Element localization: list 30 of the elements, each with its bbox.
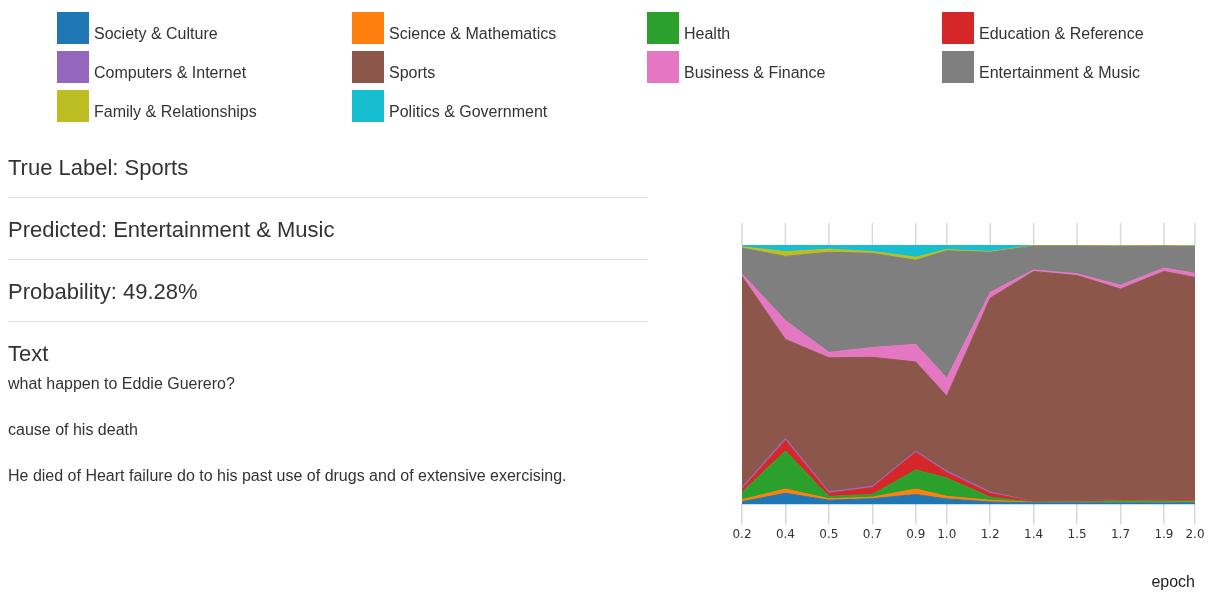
text: Predicted: Entertainment & Music [8,212,648,260]
legend-label: Business & Finance [684,64,826,82]
legend-label: Sports [389,64,436,82]
text: cause of his death [8,420,139,440]
x-tick-label: 0.9 [906,526,926,541]
legend-label: Society & Culture [94,25,218,43]
x-tick-label: 1.7 [1110,526,1131,541]
text: True Label: Sports [8,150,648,198]
text: what happen to Eddie Guerero? [8,374,236,394]
x-tick-label: 1.2 [980,526,1000,541]
x-tick-label: 1.4 [1024,526,1044,541]
legend-label: Entertainment & Music [979,64,1140,82]
legend-label: Education & Reference [979,25,1144,43]
x-tick-label: 0.4 [775,526,795,541]
legend-label: Computers & Internet [94,64,247,82]
x-axis-title: epoch [1151,572,1195,590]
x-tick-label: 1.9 [1154,526,1174,541]
x-tick-label: 0.2 [732,526,752,541]
legend-label: Science & Mathematics [389,25,557,43]
legend-label: Health [684,25,731,43]
x-tick-label: 1.0 [937,526,957,541]
text: Probability: 49.28% [8,274,648,322]
legend-label: Politics & Government [389,103,548,121]
legend-label: Family & Relationships [94,103,257,121]
text: Text [8,340,50,368]
x-tick-label: 0.7 [862,526,882,541]
x-tick-label: 2.0 [1185,526,1205,541]
x-tick-label: 1.5 [1067,526,1087,541]
text: He died of Heart failure do to his past use of drugs and of extensive exercising. [8,466,568,486]
x-tick-label: 0.5 [819,526,839,541]
